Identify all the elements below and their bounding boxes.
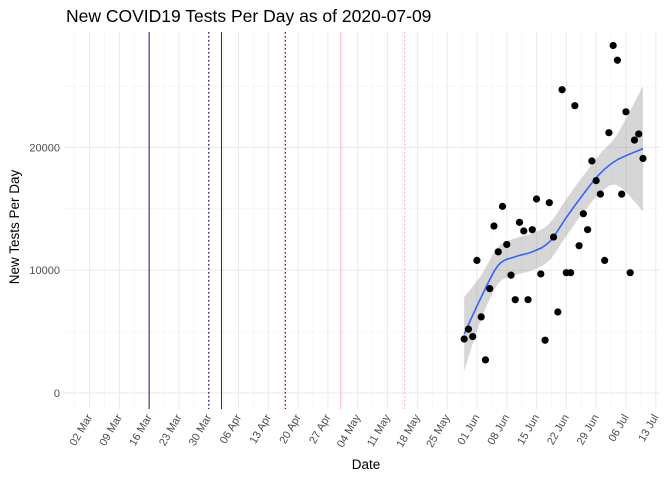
data-point [626,269,634,277]
data-point [554,308,562,316]
x-tick-label: 29 Jun [575,413,602,448]
data-point [601,256,609,265]
data-point [605,129,613,137]
data-point [588,157,596,165]
data-point [460,335,468,343]
data-point [537,270,545,278]
x-tick-label: 01 Jun [456,413,483,448]
y-tick-label: 0 [54,388,60,400]
x-axis-title: Date [352,457,381,472]
y-tick-label: 10000 [29,265,60,277]
x-tick-label: 30 Mar [187,412,215,448]
data-point [630,136,639,144]
x-tick-label: 06 Apr [218,412,244,446]
data-point [579,210,587,218]
y-tick-label: 20000 [29,142,60,154]
data-point [609,41,617,50]
x-tick-label: 27 Apr [307,412,333,446]
x-tick-label: 18 May [395,412,424,450]
x-tick-label: 08 Jun [485,413,512,448]
data-point [622,108,630,116]
data-point [575,242,583,250]
data-point [464,325,473,333]
grid-layer [64,32,660,409]
x-tick-label: 02 Mar [68,412,96,448]
data-point [541,336,549,344]
data-point [635,130,643,138]
x-tick-label: 20 Apr [277,412,303,446]
x-tick-label: 09 Mar [97,412,125,448]
data-point [584,226,592,234]
confidence-band [464,86,643,371]
x-tick-label: 13 Jul [636,413,661,444]
y-axis-title: New Tests Per Day [7,169,22,284]
data-point [549,233,558,241]
data-point [473,256,481,265]
reference-lines [148,32,406,409]
data-point [520,227,528,235]
x-axis-ticks: 02 Mar 09 Mar 16 Mar 23 Mar 30 Mar 06 Apr 13 A… [68,412,662,450]
x-tick-label: 25 May [424,412,453,450]
data-point [596,190,605,198]
confidence-band-layer [464,86,643,371]
scatter-points [460,41,647,364]
data-point [481,356,490,364]
x-tick-label: 06 Jul [606,413,631,444]
x-tick-label: 04 May [335,412,364,450]
x-tick-label: 13 Apr [248,412,274,446]
data-point [503,240,511,249]
data-point [507,271,515,279]
x-tick-label: 15 Jun [515,413,542,448]
x-tick-label: 11 May [365,412,393,449]
data-point [511,296,519,304]
smooth-trend-line [463,147,644,335]
data-point [498,202,507,210]
chart-title: New COVID19 Tests Per Day as of 2020-07-… [66,6,432,26]
data-point [515,218,524,226]
data-point [558,86,566,94]
data-point [532,195,541,203]
data-point [477,313,485,321]
data-point [524,296,532,304]
smooth-line-layer [463,147,644,335]
x-tick-label: 22 Jun [545,413,572,448]
data-point [613,56,622,64]
data-point [618,190,626,198]
data-point [469,332,477,341]
data-point [592,176,600,185]
y-axis-ticks: 0 10000 20000 [29,142,60,400]
x-tick-label: 16 Mar [127,412,155,448]
data-point [486,285,494,293]
data-point [490,222,498,230]
data-point [545,199,553,207]
data-point [571,102,579,110]
x-tick-label: 23 Mar [157,412,185,448]
data-point [639,154,647,163]
data-point [494,248,502,256]
data-point [528,226,536,234]
data-point [567,269,575,277]
